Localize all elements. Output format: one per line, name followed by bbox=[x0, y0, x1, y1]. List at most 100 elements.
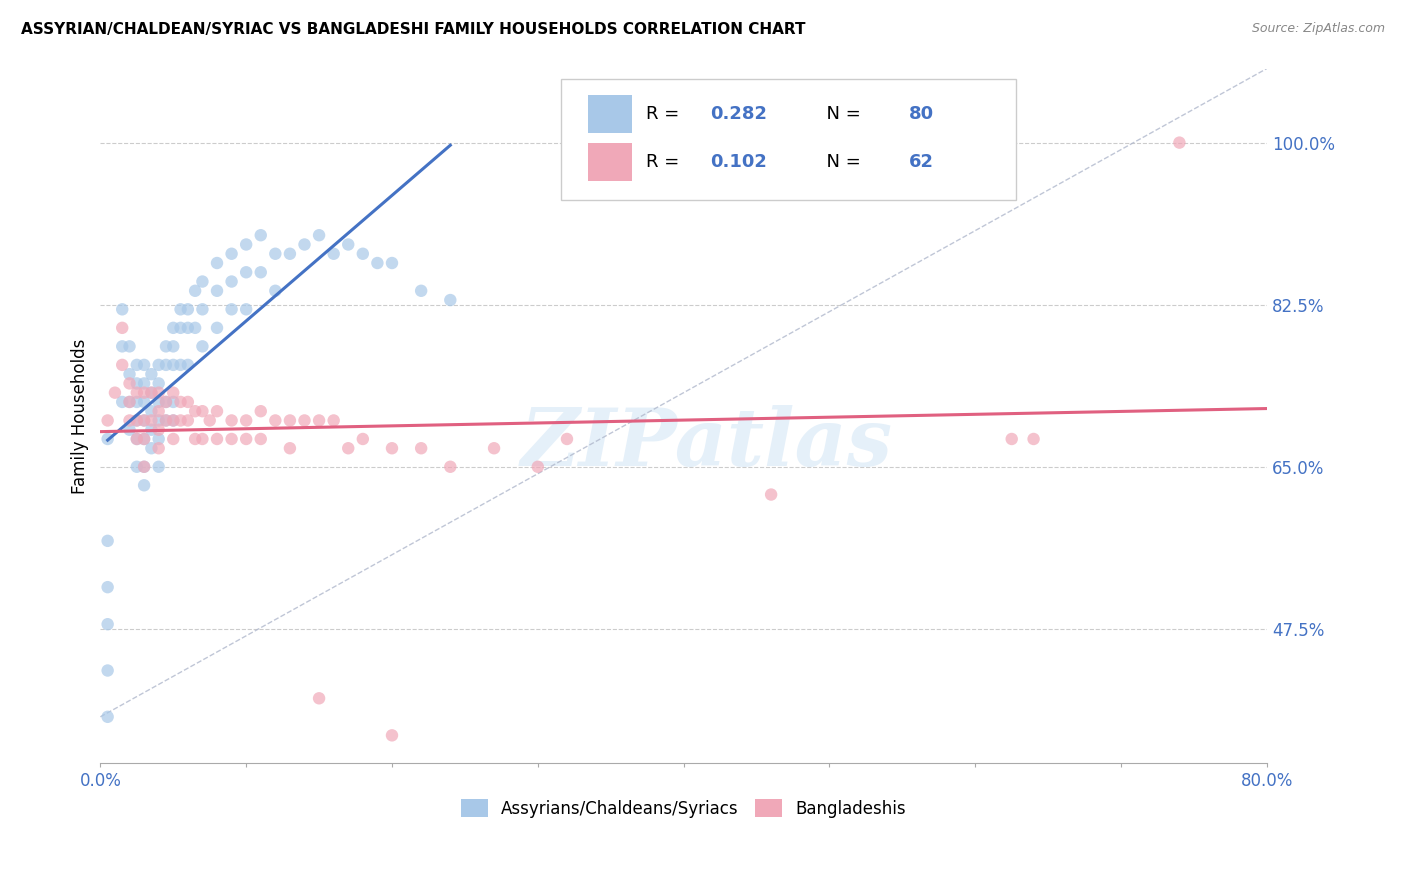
Point bbox=[104, 385, 127, 400]
Point bbox=[132, 478, 155, 492]
Point bbox=[148, 442, 170, 456]
Point bbox=[221, 275, 243, 289]
Point bbox=[111, 321, 134, 335]
Point bbox=[148, 395, 170, 409]
Point bbox=[205, 321, 228, 335]
Point bbox=[184, 404, 207, 418]
FancyBboxPatch shape bbox=[561, 78, 1017, 201]
Point bbox=[191, 275, 214, 289]
Point bbox=[264, 246, 287, 260]
Point bbox=[205, 404, 228, 418]
Point bbox=[111, 339, 134, 353]
Point bbox=[111, 302, 134, 317]
Point bbox=[148, 376, 170, 391]
Point bbox=[198, 413, 221, 427]
Point bbox=[162, 339, 184, 353]
Point bbox=[132, 358, 155, 372]
Point bbox=[322, 413, 344, 427]
Point bbox=[132, 432, 155, 446]
Text: 0.282: 0.282 bbox=[710, 104, 768, 123]
Point bbox=[97, 710, 120, 724]
Point bbox=[177, 413, 200, 427]
Point bbox=[148, 385, 170, 400]
Point bbox=[308, 413, 330, 427]
Point bbox=[759, 487, 782, 501]
Point bbox=[294, 413, 316, 427]
Text: N =: N = bbox=[815, 104, 868, 123]
Point bbox=[162, 395, 184, 409]
Point bbox=[249, 265, 271, 279]
Point bbox=[294, 237, 316, 252]
Point bbox=[1168, 136, 1191, 150]
Text: ZIPatlas: ZIPatlas bbox=[520, 405, 893, 483]
Legend: Assyrians/Chaldeans/Syriacs, Bangladeshis: Assyrians/Chaldeans/Syriacs, Bangladeshi… bbox=[454, 793, 912, 824]
Point bbox=[132, 459, 155, 474]
Point bbox=[118, 413, 141, 427]
Point bbox=[132, 459, 155, 474]
Point bbox=[155, 358, 177, 372]
Point bbox=[221, 246, 243, 260]
Point bbox=[191, 339, 214, 353]
Bar bbox=[588, 144, 633, 181]
Point bbox=[169, 302, 191, 317]
Point bbox=[249, 404, 271, 418]
Text: R =: R = bbox=[647, 153, 685, 171]
Point bbox=[337, 237, 360, 252]
Point bbox=[169, 413, 191, 427]
Point bbox=[322, 246, 344, 260]
Point bbox=[125, 432, 148, 446]
Point bbox=[97, 617, 120, 632]
Point bbox=[352, 246, 374, 260]
Point bbox=[97, 664, 120, 678]
Point bbox=[118, 339, 141, 353]
Point bbox=[439, 293, 461, 307]
Point bbox=[235, 302, 257, 317]
Point bbox=[111, 358, 134, 372]
Point bbox=[177, 395, 200, 409]
Point bbox=[221, 302, 243, 317]
Point bbox=[141, 385, 163, 400]
Point bbox=[205, 432, 228, 446]
Point bbox=[235, 432, 257, 446]
Point bbox=[125, 459, 148, 474]
Point bbox=[366, 256, 388, 270]
Point bbox=[132, 432, 155, 446]
Point bbox=[141, 442, 163, 456]
Point bbox=[118, 395, 141, 409]
Point bbox=[125, 358, 148, 372]
Point bbox=[155, 339, 177, 353]
Point bbox=[177, 321, 200, 335]
Point bbox=[155, 413, 177, 427]
Point bbox=[132, 376, 155, 391]
Point bbox=[125, 395, 148, 409]
Point bbox=[162, 321, 184, 335]
Point bbox=[111, 395, 134, 409]
Point bbox=[278, 442, 301, 456]
Point bbox=[235, 265, 257, 279]
Point bbox=[148, 432, 170, 446]
Point bbox=[169, 395, 191, 409]
Text: 62: 62 bbox=[908, 153, 934, 171]
Y-axis label: Family Households: Family Households bbox=[72, 338, 89, 493]
Point bbox=[148, 413, 170, 427]
Point bbox=[278, 246, 301, 260]
Point bbox=[177, 358, 200, 372]
Point bbox=[132, 413, 155, 427]
Point bbox=[169, 321, 191, 335]
Point bbox=[482, 442, 505, 456]
Text: Source: ZipAtlas.com: Source: ZipAtlas.com bbox=[1251, 22, 1385, 36]
Point bbox=[162, 413, 184, 427]
Point bbox=[235, 413, 257, 427]
Point bbox=[381, 728, 404, 742]
Point bbox=[177, 302, 200, 317]
Point bbox=[162, 358, 184, 372]
Point bbox=[132, 413, 155, 427]
Point bbox=[162, 385, 184, 400]
Point bbox=[411, 284, 433, 298]
Point bbox=[97, 580, 120, 594]
Point bbox=[155, 395, 177, 409]
Point bbox=[249, 228, 271, 243]
Point bbox=[155, 395, 177, 409]
Point bbox=[125, 432, 148, 446]
Point bbox=[264, 413, 287, 427]
